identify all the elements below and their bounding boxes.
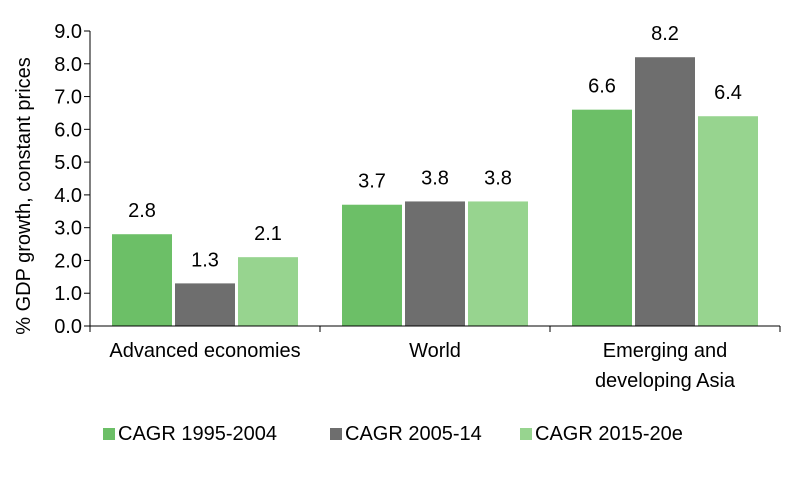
bar <box>468 201 528 326</box>
y-tick-label: 9.0 <box>54 21 82 43</box>
y-tick-label: 6.0 <box>54 119 82 141</box>
data-labels: 2.8 1.3 2.1 3.7 3.8 3.8 6.6 8.2 6.4 <box>128 23 742 271</box>
legend-label: CAGR 1995-2004 <box>118 423 277 445</box>
bar <box>238 257 298 326</box>
legend-swatch <box>330 428 342 440</box>
data-label: 8.2 <box>651 23 679 45</box>
y-tick-label: 4.0 <box>54 185 82 207</box>
data-label: 3.8 <box>421 167 449 189</box>
x-category-label: World <box>409 340 461 362</box>
data-label: 3.8 <box>484 167 512 189</box>
x-axis-categories: Advanced economies World Emerging and devel… <box>89 326 781 392</box>
data-label: 2.1 <box>254 223 282 245</box>
y-tick-label: 0.0 <box>54 316 82 338</box>
legend-label: CAGR 2015-20e <box>535 423 683 445</box>
y-tick-label: 8.0 <box>54 54 82 76</box>
legend-label: CAGR 2005-14 <box>345 423 482 445</box>
y-axis-ticks: 0.0 1.0 2.0 3.0 4.0 5.0 6.0 7.0 8.0 9.0 <box>54 21 90 338</box>
y-axis-label: % GDP growth, constant prices <box>13 57 35 335</box>
data-label: 6.6 <box>588 76 616 98</box>
legend: CAGR 1995-2004 CAGR 2005-14 CAGR 2015-20e <box>103 423 683 445</box>
bar <box>635 57 695 326</box>
bar <box>572 109 632 327</box>
bar <box>112 234 172 326</box>
data-label: 2.8 <box>128 200 156 222</box>
data-label: 6.4 <box>714 82 742 104</box>
bar <box>175 283 235 326</box>
x-category-label: developing Asia <box>595 370 736 392</box>
data-label: 1.3 <box>191 249 219 271</box>
data-label: 3.7 <box>358 171 386 193</box>
x-category-label: Advanced economies <box>109 340 300 362</box>
bar <box>405 201 465 326</box>
x-category-label: Emerging and <box>603 340 728 362</box>
bars <box>112 57 758 327</box>
y-tick-label: 7.0 <box>54 87 82 109</box>
bar <box>698 116 758 326</box>
y-tick-label: 1.0 <box>54 283 82 305</box>
legend-swatch <box>103 428 115 440</box>
bar <box>342 204 402 326</box>
y-tick-label: 2.0 <box>54 250 82 272</box>
y-tick-label: 3.0 <box>54 218 82 240</box>
y-tick-label: 5.0 <box>54 152 82 174</box>
legend-swatch <box>520 428 532 440</box>
